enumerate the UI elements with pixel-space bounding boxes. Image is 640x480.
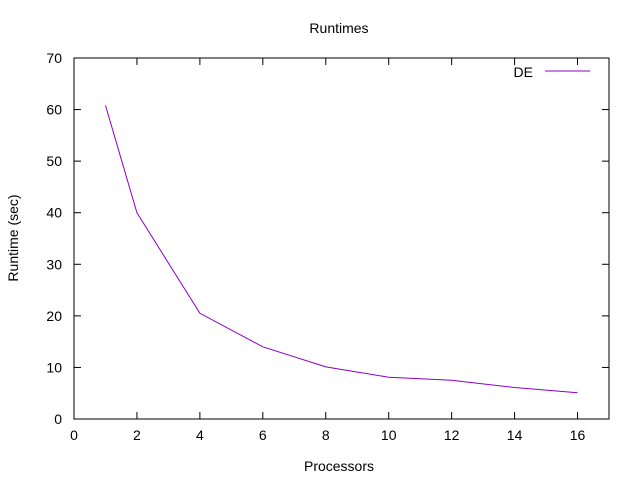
x-tick-label: 0 — [70, 427, 78, 443]
x-tick-label: 12 — [444, 427, 460, 443]
x-tick-label: 16 — [570, 427, 586, 443]
x-tick-label: 14 — [507, 427, 523, 443]
series-layer — [105, 105, 578, 394]
x-tick-label: 8 — [322, 427, 330, 443]
chart-title: Runtimes — [309, 20, 368, 36]
x-tick-label: 6 — [259, 427, 267, 443]
y-axis-label: Runtime (sec) — [5, 194, 21, 281]
x-tick-label: 4 — [196, 427, 204, 443]
legend: DE — [514, 64, 590, 80]
series-line-de — [105, 105, 578, 394]
legend-label: DE — [514, 64, 533, 80]
plot-frame — [73, 57, 610, 420]
y-tick-label: 50 — [46, 153, 62, 169]
y-tick-label: 0 — [54, 411, 62, 427]
y-tick-label: 10 — [46, 359, 62, 375]
x-tick-label: 10 — [381, 427, 397, 443]
y-tick-label: 30 — [46, 256, 62, 272]
x-axis-label: Processors — [304, 458, 374, 474]
x-axis-ticks: 0 2 4 6 8 10 12 14 16 — [70, 58, 586, 443]
y-tick-label: 40 — [46, 205, 62, 221]
y-tick-label: 70 — [46, 50, 62, 66]
x-tick-label: 2 — [133, 427, 141, 443]
y-axis-ticks: 0 10 20 30 40 50 60 70 — [46, 50, 609, 427]
y-tick-label: 20 — [46, 308, 62, 324]
y-tick-label: 60 — [46, 102, 62, 118]
